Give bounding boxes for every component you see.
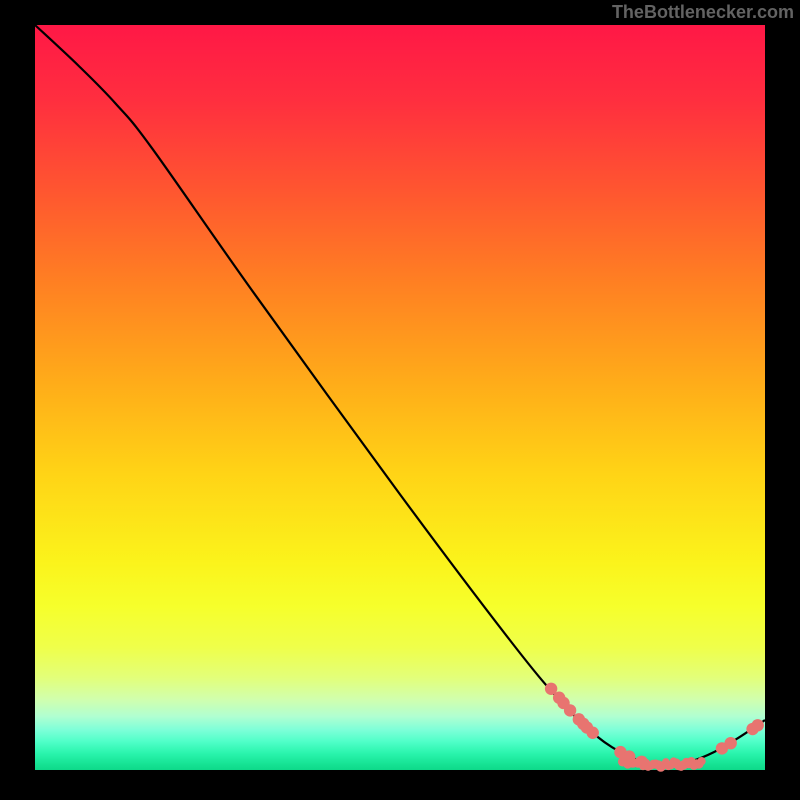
curve-marker [635, 756, 647, 768]
cluster-dot [697, 757, 705, 765]
curve-marker [724, 737, 736, 749]
curve-marker [587, 727, 599, 739]
curve-marker [752, 719, 764, 731]
watermark-text: TheBottlenecker.com [612, 2, 794, 23]
chart-container: { "watermark": "TheBottlenecker.com", "c… [0, 0, 800, 800]
curve-marker [623, 750, 635, 762]
bottleneck-chart [0, 0, 800, 800]
curve-marker [564, 704, 576, 716]
